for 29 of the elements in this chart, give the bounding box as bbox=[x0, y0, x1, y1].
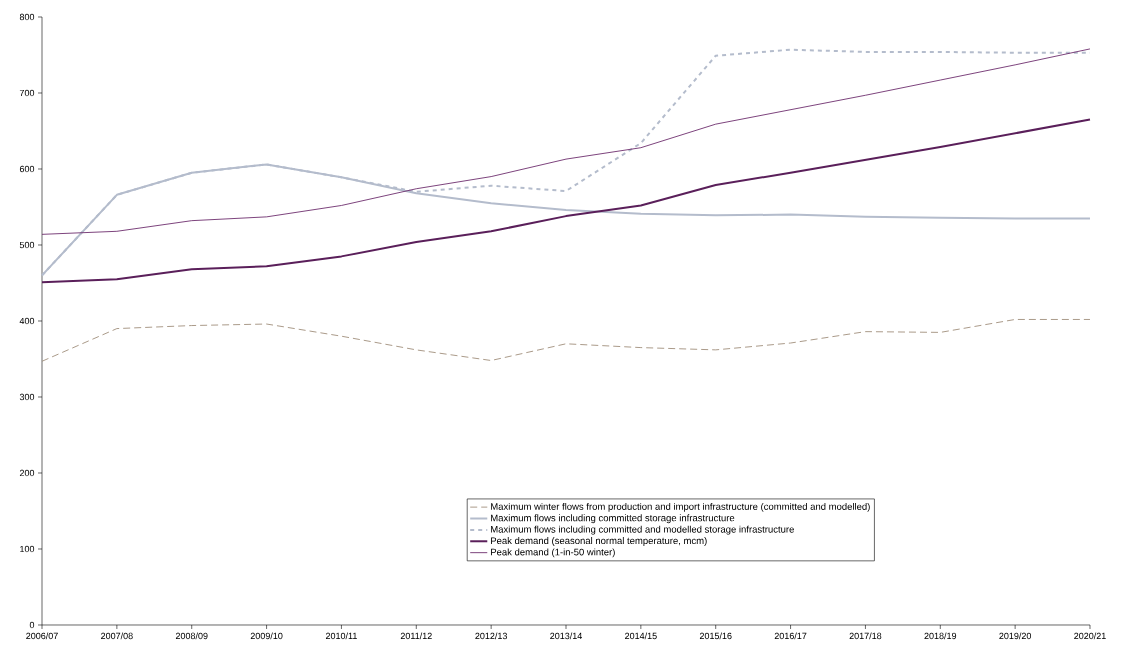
legend-label: Maximum flows including committed storage infrastructure bbox=[491, 514, 735, 524]
y-tick-label: 500 bbox=[19, 241, 35, 249]
y-tick-label: 200 bbox=[19, 469, 35, 477]
x-tick-label: 2006/07 bbox=[26, 632, 58, 640]
y-tick-label: 800 bbox=[19, 13, 35, 21]
legend-label: Maximum flows including committed and modelled storage infrastructure bbox=[491, 525, 794, 535]
x-tick-label: 2014/15 bbox=[625, 632, 657, 640]
y-tick-label: 700 bbox=[19, 89, 35, 97]
x-tick-label: 2008/09 bbox=[175, 632, 208, 640]
x-tick-label: 2015/16 bbox=[699, 632, 732, 640]
x-tick-label: 2020/21 bbox=[1074, 632, 1106, 640]
x-tick-label: 2019/20 bbox=[999, 632, 1032, 640]
y-tick-label: 400 bbox=[19, 317, 35, 325]
y-tick-label: 600 bbox=[19, 165, 35, 173]
x-tick-label: 2013/14 bbox=[550, 632, 582, 640]
x-tick-label: 2010/11 bbox=[325, 632, 357, 640]
x-tick-label: 2011/12 bbox=[400, 632, 432, 640]
legend-label: Peak demand (1-in-50 winter) bbox=[491, 548, 615, 558]
x-tick-label: 2018/19 bbox=[924, 632, 957, 640]
x-tick-label: 2009/10 bbox=[250, 632, 283, 640]
y-tick-label: 100 bbox=[20, 545, 35, 553]
y-tick-label: 300 bbox=[19, 393, 35, 401]
legend-label: Peak demand (seasonal normal temperature, mcm) bbox=[491, 537, 707, 546]
legend-label: Maximum winter flows from production and import infrastructure (committed and modelled) bbox=[491, 502, 870, 512]
x-tick-label: 2012/13 bbox=[475, 632, 508, 640]
x-tick-label: 2016/17 bbox=[774, 632, 807, 640]
x-tick-label: 2017/18 bbox=[849, 632, 882, 640]
y-tick-label: 0 bbox=[29, 621, 35, 629]
x-tick-label: 2007/08 bbox=[101, 632, 133, 640]
